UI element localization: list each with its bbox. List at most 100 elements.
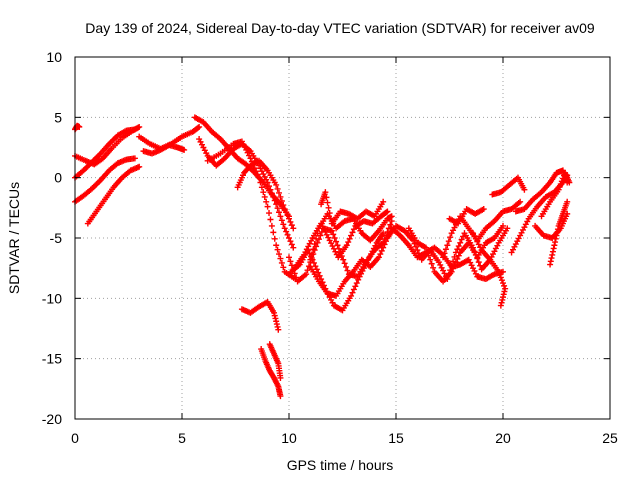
data-point xyxy=(274,246,281,253)
data-point xyxy=(349,289,356,296)
data-point xyxy=(424,248,431,255)
data-point xyxy=(286,254,292,261)
x-tick-label: 10 xyxy=(281,430,297,446)
data-point xyxy=(286,215,292,222)
data-point xyxy=(287,258,294,265)
data-point xyxy=(548,255,555,262)
series-arc-k xyxy=(234,157,297,232)
x-axis-label: GPS time / hours xyxy=(287,457,394,473)
data-point xyxy=(181,146,188,153)
data-point xyxy=(277,393,284,400)
data-point xyxy=(271,312,278,319)
data-point xyxy=(384,208,391,215)
y-tick-label: -10 xyxy=(42,290,62,306)
data-point xyxy=(521,186,528,193)
data-point xyxy=(273,321,280,328)
data-point xyxy=(274,205,281,212)
data-point xyxy=(504,225,511,232)
data-point xyxy=(352,283,359,290)
y-tick-label: 5 xyxy=(54,109,62,125)
data-point xyxy=(260,189,267,196)
data-point xyxy=(448,268,455,275)
data-point xyxy=(440,254,447,261)
data-point xyxy=(549,248,556,255)
data-point xyxy=(353,280,360,287)
data-point xyxy=(280,221,287,228)
data-point xyxy=(308,251,315,258)
data-point xyxy=(499,296,506,303)
data-point xyxy=(556,183,563,190)
data-point xyxy=(388,213,395,220)
data-point xyxy=(377,251,384,258)
data-point xyxy=(343,263,350,270)
data-point xyxy=(196,123,203,130)
x-tick-label: 0 xyxy=(71,430,79,446)
data-point xyxy=(247,155,254,162)
data-point xyxy=(316,272,323,279)
data-point xyxy=(312,263,319,270)
data-point xyxy=(277,255,284,262)
data-point xyxy=(457,239,464,246)
data-point xyxy=(554,229,561,236)
data-point xyxy=(273,201,280,208)
data-point xyxy=(412,243,419,250)
data-point xyxy=(450,265,457,272)
data-point xyxy=(276,251,283,258)
data-point xyxy=(273,318,280,325)
data-point xyxy=(287,218,294,225)
data-point xyxy=(283,209,290,216)
data-point xyxy=(288,241,295,248)
data-point xyxy=(256,174,263,181)
data-point xyxy=(348,232,355,239)
y-axis-label: SDTVAR / TECUs xyxy=(6,182,22,294)
data-point xyxy=(258,184,265,191)
series-arc-e xyxy=(84,163,143,227)
data-point xyxy=(314,239,321,246)
data-point xyxy=(383,209,390,216)
data-point xyxy=(555,186,562,193)
data-point xyxy=(480,206,487,213)
series-arc-r xyxy=(307,225,397,299)
data-point xyxy=(277,374,284,381)
data-point xyxy=(281,225,288,232)
series-arc-af xyxy=(538,169,573,220)
data-point xyxy=(330,231,337,238)
x-tick-label: 15 xyxy=(388,430,404,446)
data-point xyxy=(327,215,334,222)
data-point xyxy=(257,179,264,186)
series-arc-aa xyxy=(489,174,528,198)
data-point xyxy=(349,229,356,236)
data-point xyxy=(273,181,280,188)
data-point xyxy=(451,262,458,269)
data-point xyxy=(273,242,280,249)
data-point xyxy=(76,123,83,130)
data-point xyxy=(455,252,462,259)
data-point xyxy=(280,202,287,209)
data-point xyxy=(286,235,292,241)
data-point xyxy=(375,254,382,261)
data-point xyxy=(340,256,347,263)
data-point xyxy=(284,212,291,219)
data-point xyxy=(501,282,508,289)
data-point xyxy=(315,269,322,276)
data-point xyxy=(266,183,273,190)
data-point xyxy=(280,264,287,271)
data-point xyxy=(430,264,437,271)
data-point xyxy=(552,239,559,246)
data-point xyxy=(445,238,452,245)
data-point xyxy=(517,198,524,205)
data-point xyxy=(271,235,278,242)
data-point xyxy=(277,193,284,200)
data-point xyxy=(310,246,317,253)
data-point xyxy=(271,309,278,316)
data-point xyxy=(267,186,274,193)
data-point xyxy=(290,225,297,232)
data-point xyxy=(551,242,558,249)
data-point xyxy=(283,228,290,235)
data-point xyxy=(341,260,348,267)
data-point xyxy=(323,194,330,201)
data-point xyxy=(311,241,318,248)
series-arc-q xyxy=(292,208,391,270)
data-point xyxy=(290,244,297,251)
data-point xyxy=(267,216,274,223)
